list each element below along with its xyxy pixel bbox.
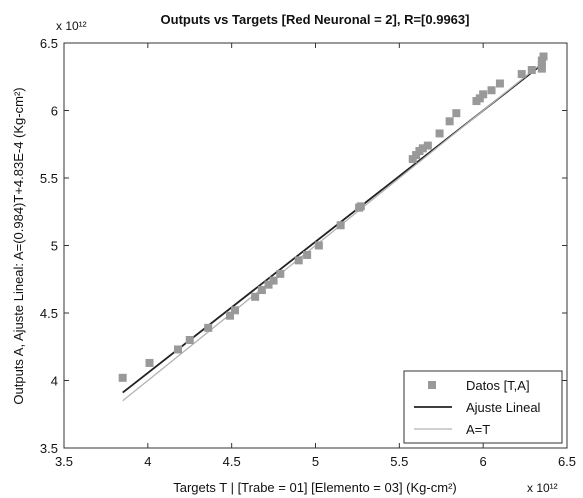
data-point	[408, 155, 417, 164]
x-exponent-label: x 10¹²	[527, 481, 558, 495]
x-tick-label: 6	[480, 454, 487, 469]
y-tick-label: 4.5	[40, 306, 58, 321]
data-point	[231, 306, 240, 315]
data-point	[294, 256, 303, 265]
y-tick-label: 5.5	[40, 171, 58, 186]
x-tick-label: 3.5	[55, 454, 73, 469]
data-point	[412, 151, 421, 160]
data-point	[537, 64, 546, 73]
data-point	[303, 250, 312, 259]
data-point	[225, 311, 234, 320]
data-point	[517, 70, 526, 79]
x-tick-label: 4	[144, 454, 151, 469]
data-point	[314, 241, 323, 250]
x-tick-label: 5.5	[390, 454, 408, 469]
data-point	[257, 286, 266, 295]
data-point	[145, 358, 154, 367]
y-exponent-label: x 10¹²	[56, 19, 87, 33]
data-point	[185, 336, 194, 344]
y-tick-label: 5	[51, 239, 58, 254]
legend-label: Datos [T,A]	[466, 378, 530, 393]
chart-title: Outputs vs Targets [Red Neuronal = 2], R…	[161, 12, 470, 27]
series-line-a-t	[122, 61, 544, 402]
legend: Datos [T,A] Ajuste Lineal A=T	[403, 370, 563, 444]
data-point	[336, 221, 345, 230]
data-point	[452, 109, 461, 118]
axis-ticks: 3.5 4 4.5 5 5.5 6 6.5 3.5 4 4.5 5 5.5 6 6.5	[40, 36, 576, 469]
data-point	[423, 141, 432, 150]
data-point	[356, 202, 365, 211]
data-point	[435, 129, 444, 138]
data-point	[174, 345, 183, 354]
data-point	[487, 86, 496, 95]
x-tick-label: 5	[312, 454, 319, 469]
data-point	[276, 269, 285, 278]
y-tick-label: 6	[51, 104, 58, 119]
legend-label: Ajuste Lineal	[466, 400, 541, 415]
x-axis-label: Targets T | [Trabe = 01] [Elemento = 03]…	[173, 480, 456, 495]
data-point	[418, 144, 427, 153]
data-point	[204, 323, 213, 332]
data-point	[537, 56, 546, 65]
data-point	[251, 292, 260, 301]
data-point	[527, 66, 536, 74]
data-point	[264, 280, 273, 289]
data-point	[479, 90, 488, 99]
y-tick-label: 4	[51, 374, 58, 389]
y-tick-label: 6.5	[40, 36, 58, 51]
y-tick-label: 3.5	[40, 441, 58, 456]
data-point	[118, 373, 127, 382]
data-point	[539, 52, 548, 61]
y-axis-label: Outputs A, Ajuste Lineal: A=(0.984)T+4.8…	[11, 87, 26, 404]
x-tick-label: 6.5	[558, 454, 576, 469]
legend-marker	[428, 381, 436, 389]
data-point	[445, 117, 454, 126]
data-point	[475, 94, 484, 103]
x-tick-label: 4.5	[223, 454, 241, 469]
legend-label: A=T	[466, 422, 490, 437]
data-point	[537, 60, 546, 69]
data-point	[269, 276, 278, 285]
series-layer	[118, 52, 548, 402]
data-point	[495, 79, 504, 88]
